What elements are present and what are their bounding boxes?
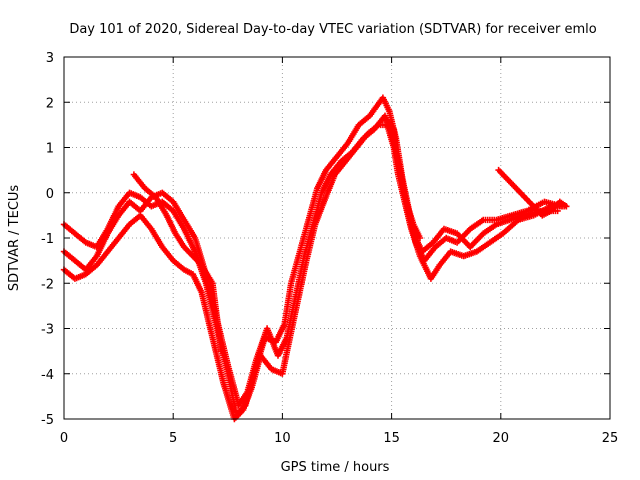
series-track-e	[384, 117, 424, 242]
x-tick-label: 20	[493, 431, 510, 446]
data-point-marker	[563, 203, 570, 210]
series-track-f	[495, 166, 570, 219]
y-tick-label: -4	[41, 368, 54, 383]
chart-title: Day 101 of 2020, Sidereal Day-to-day VTE…	[69, 22, 596, 37]
series-track-c	[60, 121, 570, 423]
data-point-marker	[416, 234, 424, 242]
y-tick-label: 2	[46, 96, 54, 111]
x-tick-label: 5	[169, 431, 177, 446]
y-tick-label: -1	[41, 232, 54, 247]
series-track-d	[130, 171, 225, 355]
y-axis-label: SDTVAR / TECUs	[7, 185, 22, 292]
y-tick-label: -3	[41, 323, 54, 338]
y-tick-label: 0	[46, 187, 54, 202]
series-track-a	[60, 94, 566, 418]
y-axis-ticks: 3 2 1 0 -1 -2 -3 -4 -5	[41, 51, 610, 428]
x-tick-label: 15	[383, 431, 400, 446]
x-tick-label: 10	[274, 431, 291, 446]
grid	[64, 57, 610, 419]
data-point-marker	[218, 347, 225, 355]
y-tick-label: -5	[41, 413, 54, 428]
y-tick-label: -2	[41, 277, 54, 292]
x-tick-label: 25	[602, 431, 619, 446]
x-axis-label: GPS time / hours	[281, 460, 390, 475]
y-tick-label: 1	[46, 142, 54, 157]
y-tick-label: 3	[46, 51, 54, 66]
series-track-b	[60, 112, 561, 409]
x-tick-label: 0	[60, 431, 68, 446]
data-marks	[60, 94, 570, 423]
x-axis-ticks: 0 5 10 15 20 25	[60, 57, 618, 446]
